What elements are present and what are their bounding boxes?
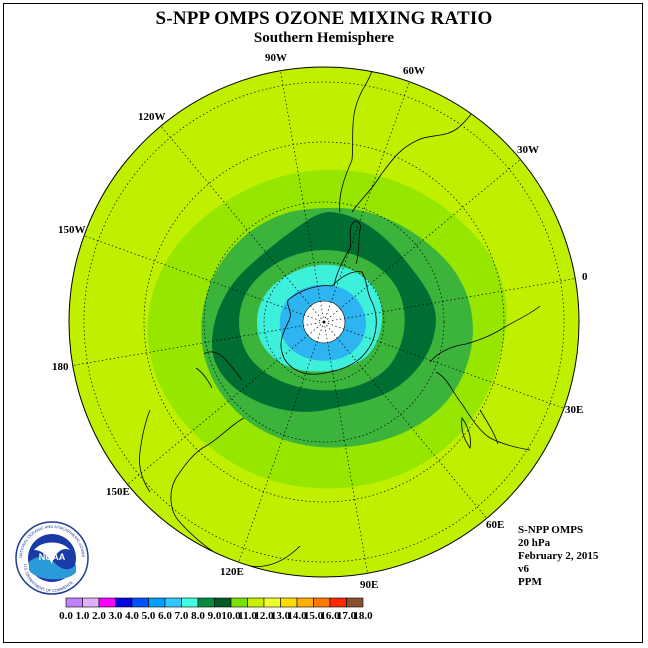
longitude-labels: 0 30W 60W 90W 120W 150W 180 150E 120E 90… bbox=[52, 52, 588, 591]
lon-label-0: 0 bbox=[582, 271, 588, 283]
antarctica-coast bbox=[280, 271, 377, 375]
australia-coast bbox=[139, 409, 301, 567]
new-zealand-coast bbox=[195, 351, 243, 389]
lon-label-90w: 90W bbox=[265, 52, 287, 64]
info-pressure: 20 hPa bbox=[518, 537, 551, 549]
info-units: PPM bbox=[518, 576, 542, 588]
figure-frame bbox=[3, 3, 643, 643]
lon-label-30e: 30E bbox=[565, 404, 583, 416]
madagascar-coast bbox=[461, 416, 471, 450]
lon-label-30w: 30W bbox=[517, 144, 539, 156]
lon-label-180: 180 bbox=[52, 361, 69, 373]
info-block: S-NPP OMPS 20 hPa February 2, 2015 v6 PP… bbox=[518, 524, 598, 589]
info-date: February 2, 2015 bbox=[518, 550, 599, 562]
lon-label-60e: 60E bbox=[486, 519, 504, 531]
info-instrument: S-NPP OMPS bbox=[518, 524, 584, 536]
lon-label-120w: 120W bbox=[138, 111, 166, 123]
pole-hole-edge bbox=[302, 300, 346, 344]
globe-outline bbox=[68, 66, 580, 578]
lon-label-150e: 150E bbox=[106, 486, 130, 498]
antarctic-peninsula-coast bbox=[333, 220, 361, 287]
map-title: S-NPP OMPS OZONE MIXING RATIO bbox=[155, 8, 493, 29]
graticule bbox=[69, 67, 579, 577]
south-america-coast bbox=[339, 69, 485, 213]
coastlines bbox=[139, 69, 541, 567]
lon-label-120e: 120E bbox=[220, 566, 244, 578]
lon-label-150w: 150W bbox=[58, 224, 86, 236]
lon-label-60w: 60W bbox=[403, 65, 425, 77]
map-subtitle: Southern Hemisphere bbox=[253, 30, 395, 46]
noaa-logo-text: NOAA bbox=[39, 552, 66, 562]
noaa-logo: NOAA NATIONAL OCEANIC AND ATMOSPHERIC AD… bbox=[14, 520, 89, 595]
info-version: v6 bbox=[518, 563, 529, 575]
africa-coast bbox=[429, 305, 541, 451]
lon-label-90e: 90E bbox=[360, 579, 378, 591]
